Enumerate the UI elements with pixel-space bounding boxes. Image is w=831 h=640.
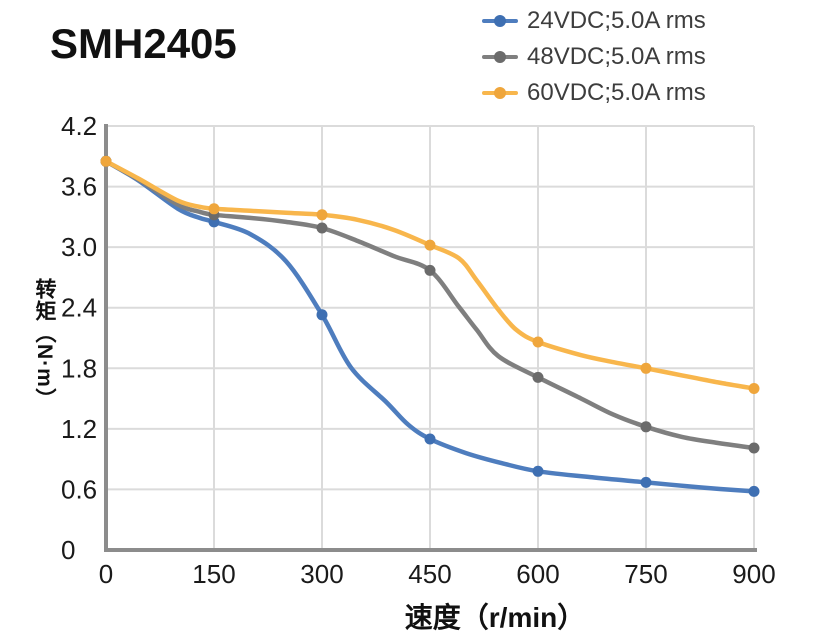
legend-item-24vdc: 24VDC;5.0A rms: [482, 4, 706, 37]
legend-item-60vdc: 60VDC;5.0A rms: [482, 76, 706, 109]
legend-dot-swatch: [494, 50, 506, 63]
legend-dot-swatch: [494, 86, 506, 99]
legend-label: 24VDC;5.0A rms: [527, 6, 706, 34]
legend-label: 48VDC;5.0A rms: [527, 42, 706, 70]
y-tick-label: 1.2: [61, 414, 97, 444]
curve-24vdc: [103, 159, 757, 494]
legend-line-dot-icon: [482, 50, 518, 63]
point-60vdc-900: [748, 383, 760, 394]
curve-60vdc: [103, 159, 757, 391]
y-tick-label: 3.6: [61, 172, 97, 202]
y-tick-label: 4.2: [61, 111, 97, 141]
point-60vdc-150: [208, 203, 220, 215]
x-axis-title: 速度（r/min）: [404, 602, 586, 633]
x-tick-label: 150: [192, 559, 235, 589]
point-60vdc-750: [640, 362, 652, 374]
point-48vdc-600: [532, 371, 544, 383]
point-24vdc-600: [532, 465, 544, 477]
legend-item-48vdc: 48VDC;5.0A rms: [482, 40, 706, 73]
y-tick-label: 0: [61, 535, 75, 565]
point-48vdc-900: [748, 442, 760, 454]
point-24vdc-750: [640, 476, 652, 488]
x-tick-label: 300: [300, 559, 343, 589]
legend-dot-swatch: [494, 14, 506, 27]
point-48vdc-750: [640, 421, 652, 433]
point-24vdc-900: [748, 485, 760, 497]
legend-label: 60VDC;5.0A rms: [527, 78, 706, 106]
point-24vdc-300: [316, 309, 328, 321]
x-tick-label: 0: [99, 559, 113, 589]
point-60vdc-300: [316, 209, 328, 221]
x-tick-label: 900: [732, 559, 775, 589]
y-tick-label: 2.4: [61, 293, 97, 323]
y-tick-label: 3.0: [61, 232, 97, 262]
legend-line-dot-icon: [482, 14, 518, 27]
point-60vdc-0: [100, 155, 112, 167]
x-tick-label: 600: [516, 559, 559, 589]
point-60vdc-600: [532, 336, 544, 348]
chart-title: SMH2405: [50, 20, 237, 67]
point-24vdc-450: [424, 433, 436, 445]
x-tick-label: 750: [624, 559, 667, 589]
point-48vdc-300: [316, 222, 328, 234]
y-tick-label: 1.8: [61, 353, 97, 383]
x-tick-label: 450: [408, 559, 451, 589]
legend: 24VDC;5.0A rms 48VDC;5.0A rms 60VDC;5.0A r…: [482, 4, 706, 109]
point-48vdc-450: [424, 264, 436, 276]
y-tick-label: 0.6: [61, 474, 97, 504]
point-60vdc-450: [424, 239, 436, 251]
legend-line-dot-icon: [482, 86, 518, 99]
y-axis-title: 转矩（N·m）: [33, 278, 56, 410]
